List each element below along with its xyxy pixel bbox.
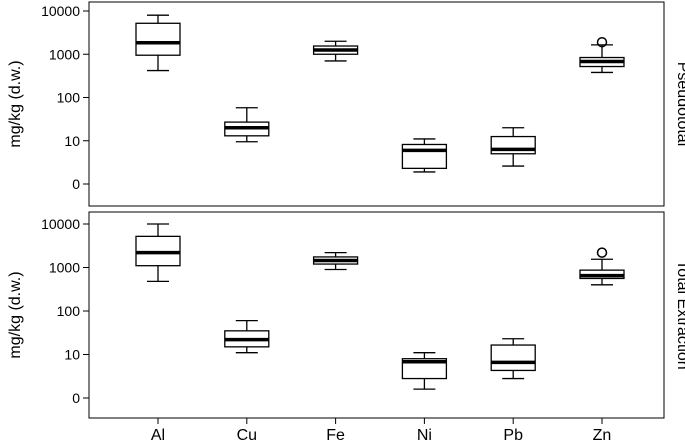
- y-tick-label: 0: [72, 390, 80, 406]
- outlier-point: [596, 247, 608, 258]
- y-tick-label: 10: [64, 133, 80, 149]
- x-tick-label: Cu: [237, 427, 257, 443]
- y-axis-label: mg/kg (d.w.): [7, 271, 24, 358]
- x-tick-label: Zn: [593, 427, 612, 443]
- panel-frame: [88, 211, 665, 419]
- y-axis-label: mg/kg (d.w.): [7, 60, 24, 147]
- box-ni: [401, 358, 448, 380]
- box-ni: [401, 143, 448, 170]
- x-tick-label: Al: [151, 427, 165, 443]
- panel-label: Total Extraction: [674, 260, 685, 369]
- panel-frame: [88, 1, 665, 207]
- y-tick-label: 10000: [41, 3, 80, 19]
- y-tick-label: 0: [72, 176, 80, 192]
- y-tick-label: 1000: [49, 260, 80, 276]
- x-tick-label: Pb: [503, 427, 523, 443]
- y-tick-label: 1000: [49, 46, 80, 62]
- box-al: [135, 22, 181, 56]
- x-tick-label: Ni: [417, 427, 432, 443]
- y-tick-label: 100: [57, 303, 81, 319]
- outlier-point: [596, 36, 608, 48]
- y-tick-label: 100: [57, 90, 81, 106]
- y-tick-label: 10: [64, 347, 80, 363]
- box-pb: [490, 344, 536, 372]
- y-tick-label: 10000: [41, 216, 80, 232]
- panel-label: Pseudototal: [674, 62, 685, 147]
- x-tick-label: Fe: [326, 427, 345, 443]
- box-pb: [490, 135, 536, 155]
